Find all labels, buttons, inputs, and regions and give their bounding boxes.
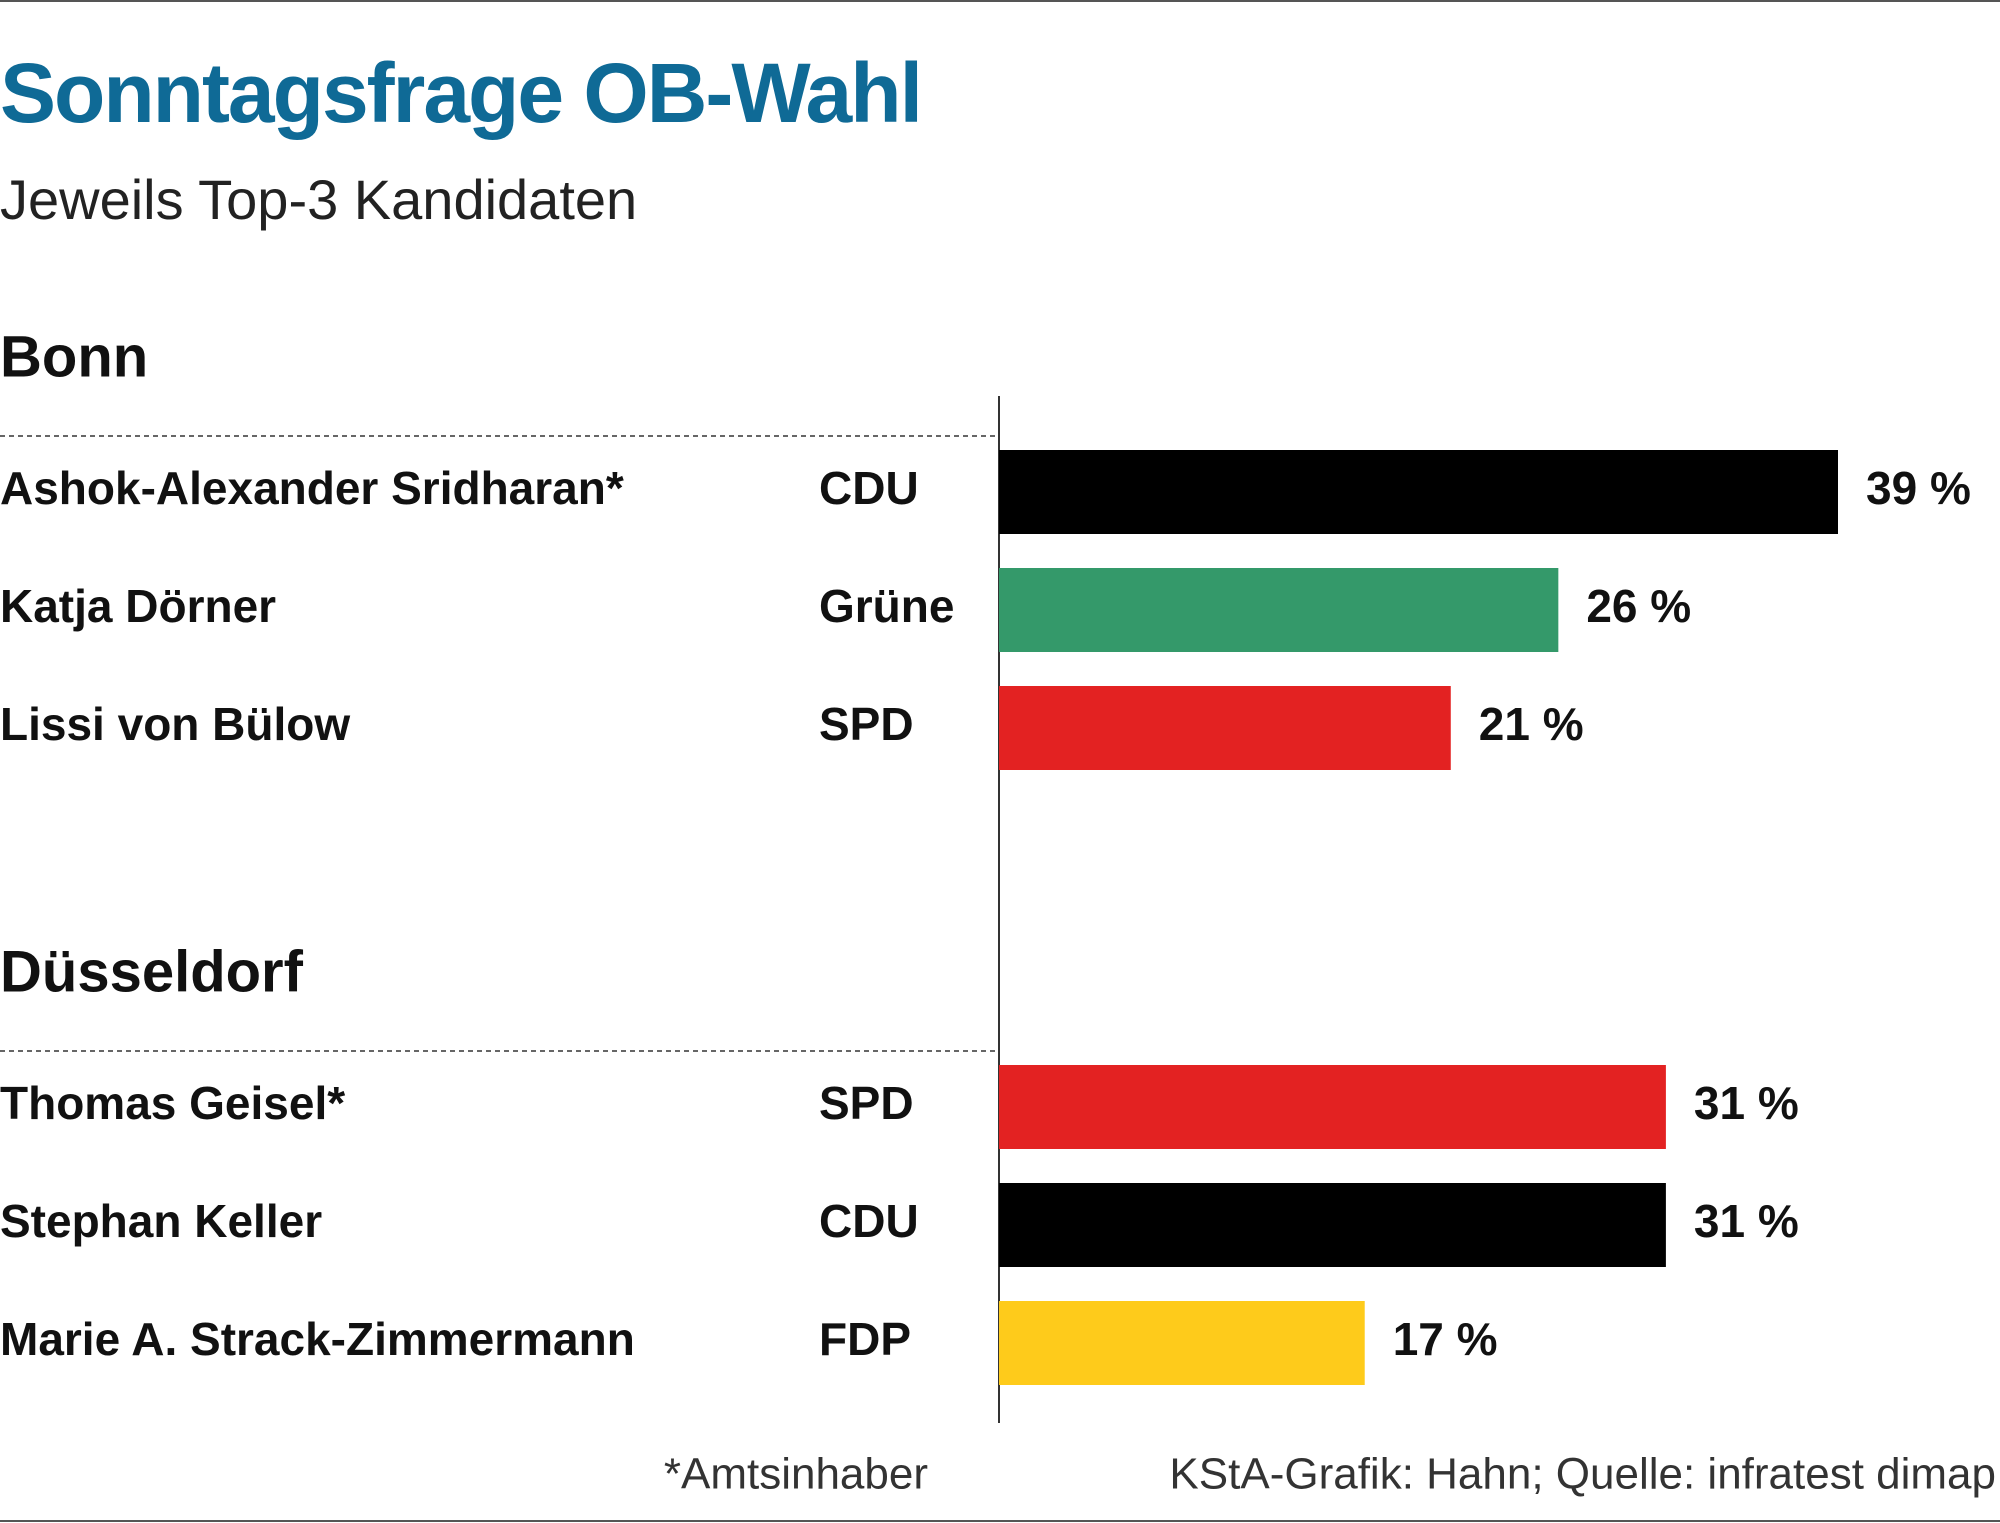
candidate-name: Marie A. Strack-Zimmermann <box>0 1313 635 1365</box>
chart-title: Sonntagsfrage OB-Wahl <box>0 46 921 140</box>
value-label: 31 % <box>1694 1195 1799 1247</box>
party-label: SPD <box>819 1077 914 1129</box>
chart-subtitle: Jeweils Top-3 Kandidaten <box>0 168 637 231</box>
footnote: *Amtsinhaber <box>664 1450 928 1499</box>
group-title: Bonn <box>0 324 148 389</box>
candidate-name: Thomas Geisel* <box>0 1077 345 1129</box>
value-label: 39 % <box>1866 462 1971 514</box>
candidate-name: Ashok-Alexander Sridharan* <box>0 462 624 514</box>
value-label: 21 % <box>1479 698 1584 750</box>
party-label: FDP <box>819 1313 911 1365</box>
bar <box>999 450 1838 534</box>
party-label: CDU <box>819 462 919 514</box>
party-label: CDU <box>819 1195 919 1247</box>
bar <box>999 1301 1365 1385</box>
value-label: 31 % <box>1694 1077 1799 1129</box>
party-label: Grüne <box>819 580 954 632</box>
source: KStA-Grafik: Hahn; Quelle: infratest dim… <box>1169 1450 1996 1499</box>
value-label: 26 % <box>1586 580 1691 632</box>
candidate-name: Katja Dörner <box>0 580 276 632</box>
candidate-name: Lissi von Bülow <box>0 698 350 750</box>
party-label: SPD <box>819 698 914 750</box>
value-label: 17 % <box>1393 1313 1498 1365</box>
candidate-name: Stephan Keller <box>0 1195 322 1247</box>
group-title: Düsseldorf <box>0 939 304 1004</box>
bar <box>999 686 1451 770</box>
bar <box>999 1183 1666 1267</box>
bar <box>999 1065 1666 1149</box>
bar <box>999 568 1559 652</box>
